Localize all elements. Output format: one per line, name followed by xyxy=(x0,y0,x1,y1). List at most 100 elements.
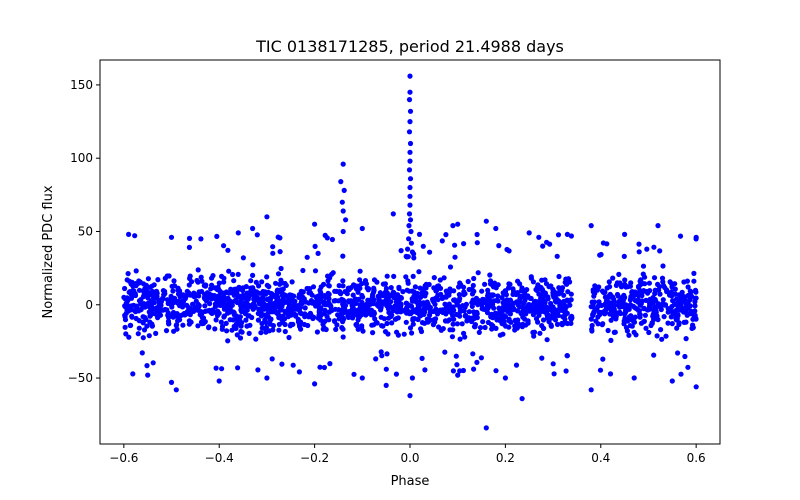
data-point xyxy=(287,297,293,303)
data-point xyxy=(346,286,352,293)
data-point xyxy=(590,287,596,293)
data-point xyxy=(367,301,373,307)
data-point xyxy=(645,290,651,296)
data-point xyxy=(654,313,660,319)
data-point xyxy=(370,330,376,336)
data-point xyxy=(289,279,295,285)
data-point xyxy=(407,184,413,191)
data-point xyxy=(231,310,237,316)
data-point xyxy=(684,312,690,318)
data-point xyxy=(380,293,386,299)
data-point xyxy=(407,217,414,223)
data-point xyxy=(671,301,678,308)
data-point xyxy=(208,286,214,292)
data-point xyxy=(264,296,270,302)
data-point xyxy=(134,304,140,310)
data-point xyxy=(396,308,403,314)
data-point xyxy=(220,296,226,302)
data-point xyxy=(339,307,345,313)
data-point xyxy=(339,199,345,205)
data-point xyxy=(457,295,463,302)
data-point xyxy=(321,281,327,287)
y-tick-label: 100 xyxy=(70,151,93,165)
data-point xyxy=(562,279,568,285)
data-point xyxy=(407,158,413,164)
data-point xyxy=(506,316,512,322)
data-point xyxy=(460,367,466,374)
data-point xyxy=(616,271,622,277)
data-point xyxy=(409,296,415,302)
data-point xyxy=(661,314,667,320)
data-point xyxy=(601,290,607,296)
data-point xyxy=(325,278,331,284)
data-point xyxy=(688,289,694,295)
data-point xyxy=(689,293,695,299)
data-point xyxy=(240,285,246,291)
data-point xyxy=(421,309,428,315)
data-point xyxy=(238,328,244,335)
data-point xyxy=(388,292,394,299)
data-point xyxy=(383,366,389,372)
data-point xyxy=(640,263,647,269)
data-point xyxy=(632,289,638,295)
data-point xyxy=(237,314,243,320)
data-point xyxy=(145,372,151,378)
data-point xyxy=(201,283,207,289)
data-point xyxy=(153,305,159,311)
data-point xyxy=(312,243,318,249)
data-point xyxy=(296,294,302,300)
data-point xyxy=(190,301,196,307)
data-point xyxy=(474,297,480,303)
data-point xyxy=(530,312,537,318)
data-point xyxy=(179,301,185,308)
data-point xyxy=(167,300,173,306)
data-point xyxy=(263,291,269,297)
data-point xyxy=(340,283,346,289)
data-point xyxy=(282,328,288,335)
data-point xyxy=(657,248,663,254)
data-point xyxy=(272,309,278,315)
data-point xyxy=(248,278,254,284)
data-point xyxy=(395,292,401,298)
data-point xyxy=(513,319,519,325)
data-point xyxy=(539,355,545,361)
data-point xyxy=(255,367,261,373)
data-point xyxy=(693,234,699,240)
data-point xyxy=(412,316,418,322)
data-point xyxy=(322,318,328,324)
data-point xyxy=(227,317,233,323)
data-point xyxy=(499,315,505,321)
data-point xyxy=(631,375,637,381)
data-point xyxy=(339,325,345,331)
data-point xyxy=(166,273,172,279)
data-point xyxy=(408,303,415,309)
data-point xyxy=(628,313,634,319)
data-point xyxy=(513,362,520,368)
data-point xyxy=(445,318,451,324)
data-point xyxy=(539,277,545,283)
data-point xyxy=(259,279,265,285)
data-point xyxy=(275,271,282,277)
data-point xyxy=(487,278,494,284)
data-point xyxy=(225,247,231,253)
data-point xyxy=(443,232,449,238)
data-point xyxy=(608,337,614,343)
data-point xyxy=(691,270,697,276)
data-point xyxy=(169,283,175,289)
data-point xyxy=(208,309,214,315)
data-point xyxy=(493,225,499,232)
data-point xyxy=(199,321,205,327)
data-point xyxy=(406,97,413,103)
data-point xyxy=(165,318,172,324)
data-point xyxy=(400,289,406,295)
data-point xyxy=(606,303,612,309)
data-point xyxy=(548,323,555,329)
data-point xyxy=(621,253,627,259)
data-point xyxy=(421,300,427,306)
data-point xyxy=(547,241,553,247)
data-point xyxy=(281,298,288,305)
data-point xyxy=(455,372,461,378)
data-point xyxy=(685,284,691,290)
data-point xyxy=(275,234,281,240)
data-point xyxy=(375,300,381,306)
